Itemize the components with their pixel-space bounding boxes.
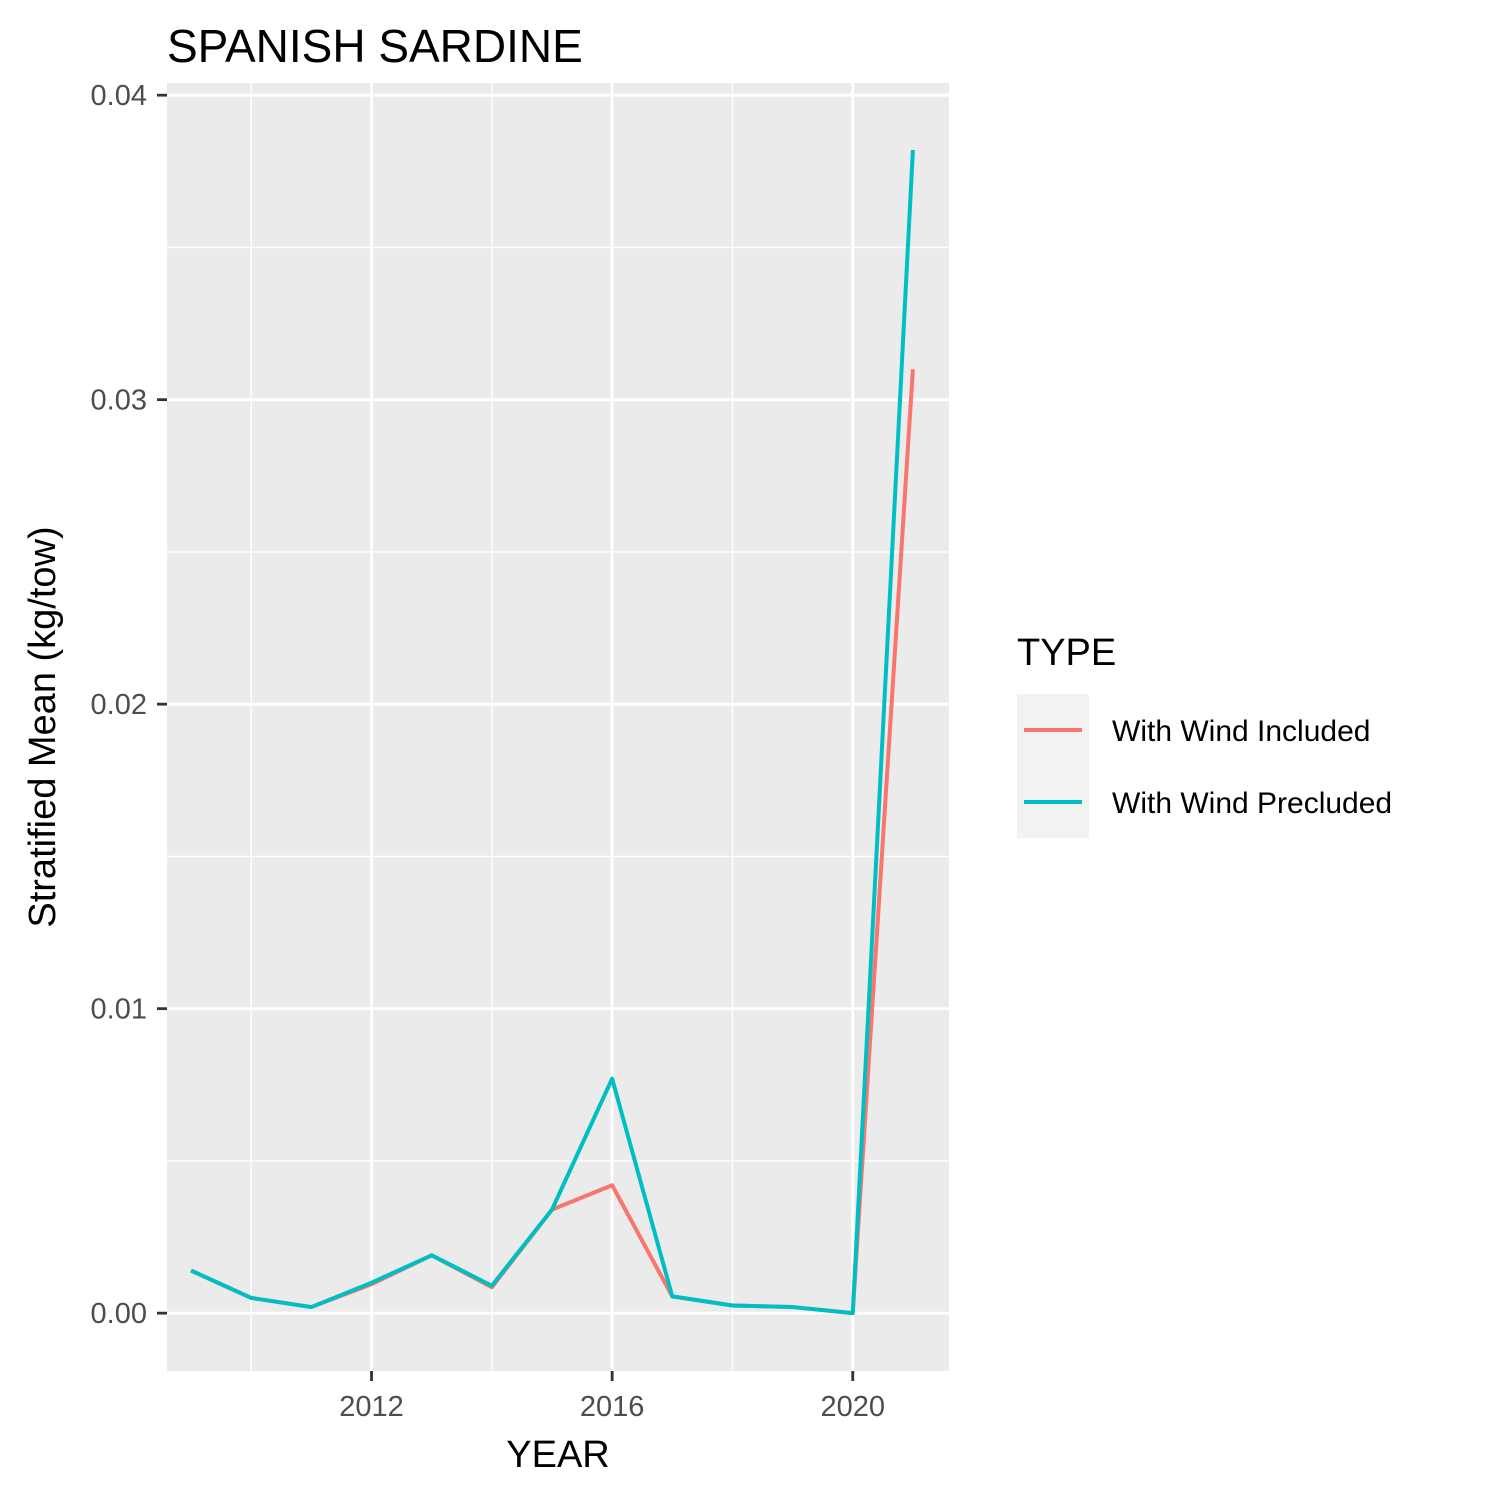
y-tick-label: 0.03 bbox=[91, 385, 147, 417]
series-line-with-wind-precluded bbox=[190, 149, 915, 1316]
x-tick-label: 2012 bbox=[339, 1391, 404, 1423]
chart-title: SPANISH SARDINE bbox=[167, 20, 583, 72]
legend-title: TYPE bbox=[1017, 632, 1116, 674]
major-gridlines bbox=[167, 83, 949, 1371]
x-tick-label: 2020 bbox=[820, 1391, 885, 1423]
plot-panel bbox=[167, 83, 949, 1371]
y-tick-label: 0.00 bbox=[91, 1298, 147, 1330]
x-tick-label: 2016 bbox=[580, 1391, 645, 1423]
y-tick-label: 0.02 bbox=[91, 689, 147, 721]
y-axis-title: Stratified Mean (kg/tow) bbox=[22, 526, 64, 927]
y-tick-label: 0.01 bbox=[91, 994, 147, 1026]
legend-label-with-wind-included: With Wind Included bbox=[1112, 715, 1370, 748]
x-axis: 2012 2016 2020 bbox=[339, 1371, 885, 1423]
series-lines bbox=[190, 149, 915, 1316]
legend: TYPE With Wind Included With Wind Preclu… bbox=[1017, 632, 1392, 838]
y-tick-label: 0.04 bbox=[91, 80, 147, 112]
legend-keys-background bbox=[1017, 694, 1089, 838]
minor-gridlines bbox=[167, 83, 949, 1371]
legend-label-with-wind-precluded: With Wind Precluded bbox=[1112, 787, 1392, 820]
x-axis-title: YEAR bbox=[506, 1434, 609, 1476]
y-axis: 0.00 0.01 0.02 0.03 0.04 bbox=[91, 80, 167, 1330]
